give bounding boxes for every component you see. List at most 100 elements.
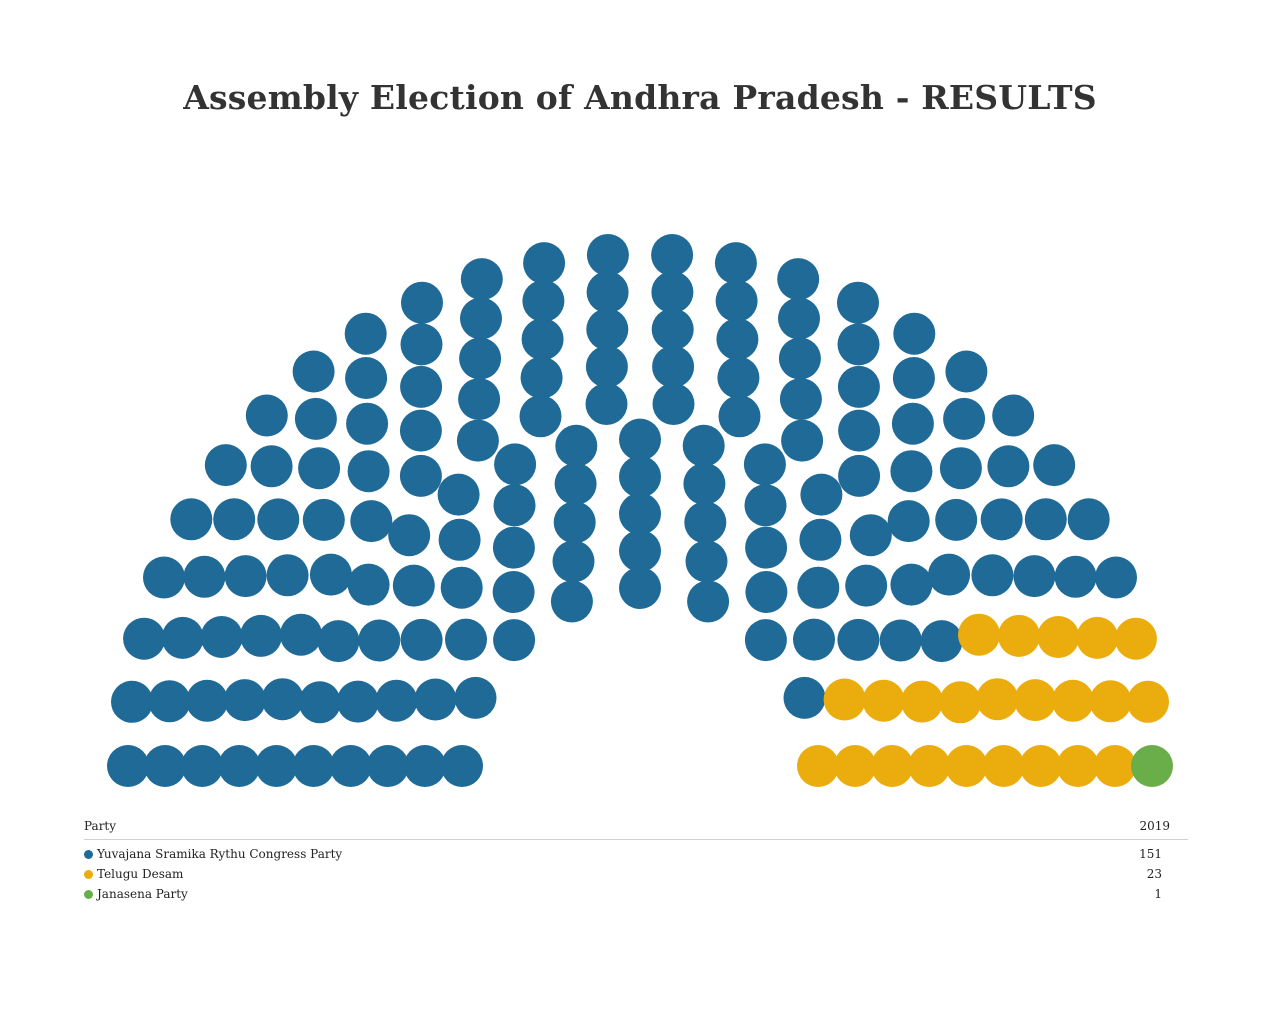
seat-yuvajana-sramika-rythu-congress-party xyxy=(585,383,628,425)
seat-yuvajana-sramika-rythu-congress-party xyxy=(586,308,629,351)
seat-telugu-desam xyxy=(823,678,866,721)
seat-yuvajana-sramika-rythu-congress-party xyxy=(714,242,757,285)
seat-yuvajana-sramika-rythu-congress-party xyxy=(519,395,562,438)
seat-yuvajana-sramika-rythu-congress-party xyxy=(1095,556,1137,599)
seat-yuvajana-sramika-rythu-congress-party xyxy=(213,498,256,541)
seat-yuvajana-sramika-rythu-congress-party xyxy=(399,409,442,452)
legend-seat-count: 1 xyxy=(1154,887,1162,901)
legend-row-tdp: Telugu Desam 23 xyxy=(84,864,1188,884)
seat-telugu-desam xyxy=(1014,679,1057,722)
legend-color-swatch xyxy=(84,869,93,879)
seat-telugu-desam xyxy=(1093,745,1136,787)
seat-yuvajana-sramika-rythu-congress-party xyxy=(838,409,881,452)
seat-yuvajana-sramika-rythu-congress-party xyxy=(652,383,695,425)
legend-table: Party 2019 Yuvajana Sramika Rythu Congre… xyxy=(84,819,1188,904)
seat-yuvajana-sramika-rythu-congress-party xyxy=(170,498,213,541)
seat-yuvajana-sramika-rythu-congress-party xyxy=(523,242,566,285)
seat-yuvajana-sramika-rythu-congress-party xyxy=(879,619,922,662)
seat-yuvajana-sramika-rythu-congress-party xyxy=(619,567,661,609)
seat-yuvajana-sramika-rythu-congress-party xyxy=(107,745,149,787)
seat-telugu-desam xyxy=(998,614,1040,657)
seat-yuvajana-sramika-rythu-congress-party xyxy=(458,378,501,421)
seat-yuvajana-sramika-rythu-congress-party xyxy=(204,444,247,487)
seat-yuvajana-sramika-rythu-congress-party xyxy=(245,394,288,437)
seat-yuvajana-sramika-rythu-congress-party xyxy=(781,419,824,462)
seat-yuvajana-sramika-rythu-congress-party xyxy=(717,356,760,399)
seat-telugu-desam xyxy=(1114,617,1157,660)
seat-yuvajana-sramika-rythu-congress-party xyxy=(148,680,191,723)
seat-yuvajana-sramika-rythu-congress-party xyxy=(292,350,335,393)
seat-yuvajana-sramika-rythu-congress-party xyxy=(793,618,835,661)
seat-telugu-desam xyxy=(1019,745,1062,787)
legend-row-jsp: Janasena Party 1 xyxy=(84,884,1188,904)
seat-janasena-party xyxy=(1131,745,1173,787)
legend-header-party: Party xyxy=(84,819,117,833)
seat-telugu-desam xyxy=(1051,679,1094,722)
seat-yuvajana-sramika-rythu-congress-party xyxy=(619,418,661,461)
seat-yuvajana-sramika-rythu-congress-party xyxy=(619,455,661,498)
seat-yuvajana-sramika-rythu-congress-party xyxy=(778,337,821,380)
seat-yuvajana-sramika-rythu-congress-party xyxy=(460,258,503,301)
seat-yuvajana-sramika-rythu-congress-party xyxy=(493,619,536,662)
seat-yuvajana-sramika-rythu-congress-party xyxy=(777,258,820,301)
seat-yuvajana-sramika-rythu-congress-party xyxy=(414,678,457,721)
seat-yuvajana-sramika-rythu-congress-party xyxy=(437,473,480,516)
seat-yuvajana-sramika-rythu-congress-party xyxy=(223,679,266,722)
seat-yuvajana-sramika-rythu-congress-party xyxy=(887,500,930,543)
seat-yuvajana-sramika-rythu-congress-party xyxy=(317,620,360,663)
seat-yuvajana-sramika-rythu-congress-party xyxy=(350,500,393,543)
seat-yuvajana-sramika-rythu-congress-party xyxy=(744,619,787,662)
seat-yuvajana-sramika-rythu-congress-party xyxy=(716,318,759,361)
seat-yuvajana-sramika-rythu-congress-party xyxy=(849,514,892,557)
seat-yuvajana-sramika-rythu-congress-party xyxy=(111,680,153,723)
seat-yuvajana-sramika-rythu-congress-party xyxy=(186,679,229,722)
seat-yuvajana-sramika-rythu-congress-party xyxy=(651,308,694,351)
seat-yuvajana-sramika-rythu-congress-party xyxy=(943,397,986,440)
seat-yuvajana-sramika-rythu-congress-party xyxy=(555,424,598,467)
seat-telugu-desam xyxy=(958,613,1000,656)
chart-title: Assembly Election of Andhra Pradesh - RE… xyxy=(183,78,1097,117)
seat-yuvajana-sramika-rythu-congress-party xyxy=(891,402,934,445)
seat-yuvajana-sramika-rythu-congress-party xyxy=(298,447,341,490)
seat-yuvajana-sramika-rythu-congress-party xyxy=(521,318,564,361)
seat-yuvajana-sramika-rythu-congress-party xyxy=(399,454,442,497)
seat-yuvajana-sramika-rythu-congress-party xyxy=(552,540,595,583)
seat-yuvajana-sramika-rythu-congress-party xyxy=(347,563,390,606)
seat-yuvajana-sramika-rythu-congress-party xyxy=(280,613,322,656)
seat-yuvajana-sramika-rythu-congress-party xyxy=(920,620,963,663)
seat-yuvajana-sramika-rythu-congress-party xyxy=(143,556,185,599)
seat-yuvajana-sramika-rythu-congress-party xyxy=(161,616,204,659)
seat-yuvajana-sramika-rythu-congress-party xyxy=(715,280,758,322)
seat-yuvajana-sramika-rythu-congress-party xyxy=(682,424,725,467)
seat-yuvajana-sramika-rythu-congress-party xyxy=(403,745,446,787)
legend-party-name: Yuvajana Sramika Rythu Congress Party xyxy=(97,847,343,861)
seat-yuvajana-sramika-rythu-congress-party xyxy=(553,501,596,544)
seat-telugu-desam xyxy=(1127,680,1169,723)
seat-yuvajana-sramika-rythu-congress-party xyxy=(1054,555,1097,598)
legend-party-name: Telugu Desam xyxy=(97,867,184,881)
seat-yuvajana-sramika-rythu-congress-party xyxy=(845,564,888,607)
seat-yuvajana-sramika-rythu-congress-party xyxy=(218,745,261,787)
legend-color-swatch xyxy=(84,849,93,859)
seat-yuvajana-sramika-rythu-congress-party xyxy=(935,498,978,541)
seat-yuvajana-sramika-rythu-congress-party xyxy=(441,745,483,787)
seat-yuvajana-sramika-rythu-congress-party xyxy=(123,617,166,660)
seat-yuvajana-sramika-rythu-congress-party xyxy=(454,676,497,719)
seat-yuvajana-sramika-rythu-congress-party xyxy=(987,445,1030,488)
seat-telugu-desam xyxy=(939,681,982,724)
legend-seat-count: 23 xyxy=(1146,867,1162,881)
seat-yuvajana-sramika-rythu-congress-party xyxy=(181,745,224,787)
seat-yuvajana-sramika-rythu-congress-party xyxy=(200,616,243,658)
seat-yuvajana-sramika-rythu-congress-party xyxy=(980,498,1023,541)
seat-yuvajana-sramika-rythu-congress-party xyxy=(799,518,842,561)
seat-yuvajana-sramika-rythu-congress-party xyxy=(550,580,593,623)
seat-yuvajana-sramika-rythu-congress-party xyxy=(401,281,443,324)
seat-yuvajana-sramika-rythu-congress-party xyxy=(971,554,1014,597)
seat-yuvajana-sramika-rythu-congress-party xyxy=(255,745,298,787)
seat-yuvajana-sramika-rythu-congress-party xyxy=(651,271,694,314)
seat-yuvajana-sramika-rythu-congress-party xyxy=(837,618,880,661)
seat-yuvajana-sramika-rythu-congress-party xyxy=(619,492,661,535)
seat-yuvajana-sramika-rythu-congress-party xyxy=(366,745,409,787)
seat-yuvajana-sramika-rythu-congress-party xyxy=(893,312,936,355)
seat-telugu-desam xyxy=(901,680,944,723)
